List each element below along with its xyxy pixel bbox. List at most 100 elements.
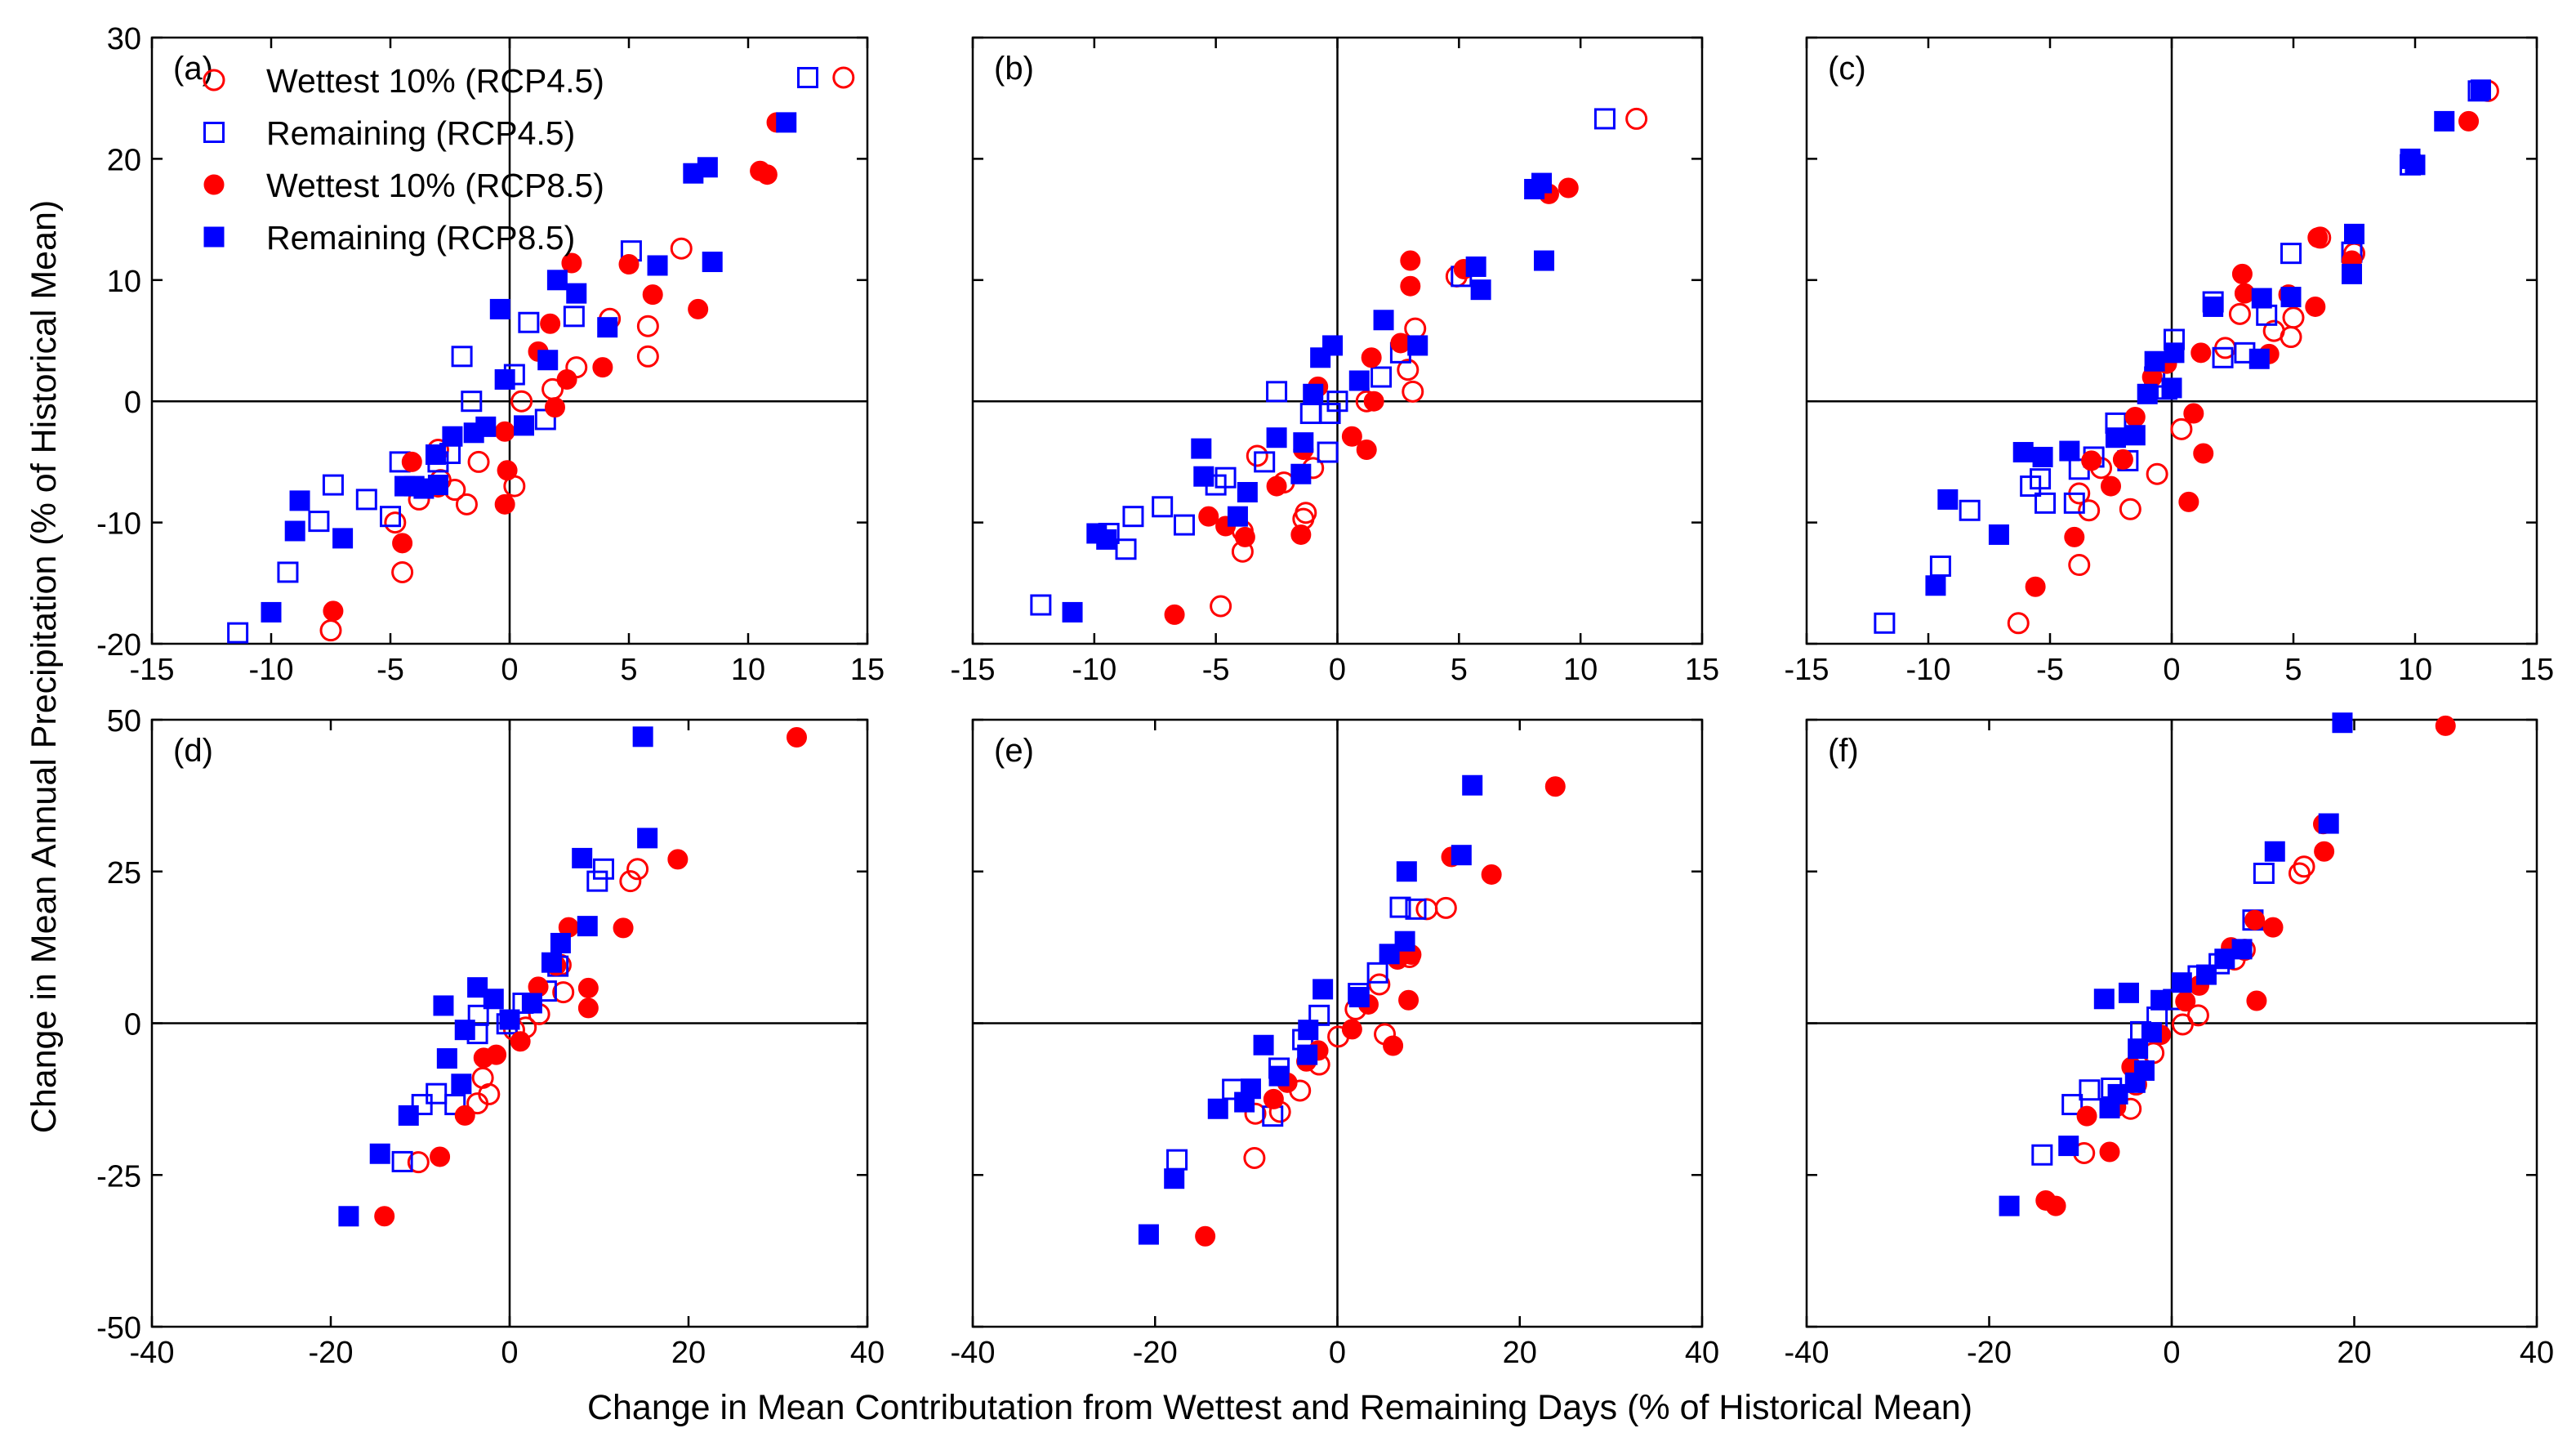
data-point [2146, 462, 2168, 485]
data-point [2063, 492, 2085, 514]
panel-b-xtick-label: -15 [951, 653, 996, 687]
panel-d-xtick-label: -40 [130, 1336, 175, 1370]
panel-c-xtick-label: -15 [1785, 653, 1829, 687]
data-point [1370, 366, 1393, 388]
data-point [1122, 506, 1144, 528]
data-point [467, 977, 488, 998]
data-point [2035, 492, 2057, 514]
data-point [1086, 523, 1108, 544]
panel-f-xtick-label: 40 [2520, 1336, 2554, 1370]
data-point [2099, 1141, 2120, 1163]
data-point [626, 858, 649, 881]
data-point [1389, 896, 1411, 918]
panel-d-label: (d) [173, 733, 213, 769]
data-point [401, 451, 422, 472]
data-point [688, 298, 709, 319]
data-point [1243, 1146, 1266, 1169]
data-point [1363, 391, 1384, 412]
data-point [499, 1009, 520, 1030]
data-point [2305, 296, 2326, 317]
data-point [2244, 909, 2266, 931]
data-point [2068, 554, 2091, 577]
data-point [1030, 594, 1052, 616]
x-axis-label: Change in Mean Contributation from Wette… [587, 1388, 1972, 1427]
data-point [667, 849, 689, 870]
data-point [1988, 524, 2009, 545]
data-point [332, 528, 354, 549]
data-point [1593, 108, 1616, 130]
panel-a-ytick-label: 0 [124, 386, 141, 420]
data-point [1874, 612, 1896, 634]
data-point [2195, 964, 2217, 985]
data-point [1356, 440, 1377, 461]
data-point [374, 1206, 395, 1227]
data-point [2253, 862, 2275, 884]
data-point [466, 1092, 489, 1115]
panel-a-label: (a) [173, 51, 213, 87]
data-point [2344, 223, 2364, 244]
data-point [391, 560, 414, 583]
data-point [540, 313, 561, 334]
data-point [2007, 612, 2030, 635]
data-point [1234, 1091, 1255, 1113]
data-point [586, 870, 608, 892]
panel-c-xtick-label: 15 [2520, 653, 2554, 687]
panel-a-ytick-label: 30 [107, 22, 141, 56]
panel-f: -40 -20 0 20 40 (f) [1785, 712, 2554, 1370]
data-point [1290, 524, 1312, 545]
legend-label: Wettest 10% (RCP8.5) [266, 167, 604, 204]
data-point [577, 977, 599, 998]
panel-d-xtick-label: -20 [309, 1336, 354, 1370]
data-point [497, 460, 518, 481]
panel-b-series [1062, 172, 1555, 623]
data-point [2246, 990, 2267, 1011]
data-point [407, 1151, 430, 1174]
data-point [2118, 982, 2139, 1003]
data-point [2079, 1079, 2101, 1101]
data-point [1368, 973, 1391, 996]
data-point [2212, 346, 2234, 368]
data-point [1253, 1034, 1274, 1055]
data-point [546, 270, 568, 291]
data-point [1313, 979, 1334, 1000]
data-point [2171, 1013, 2194, 1036]
data-point [797, 66, 818, 88]
data-point [2045, 1195, 2066, 1216]
legend-marker [203, 226, 225, 248]
panel-c-xtick-label: 0 [2163, 653, 2180, 687]
data-point [2128, 1038, 2149, 1060]
legend-label: Remaining (RCP4.5) [266, 114, 575, 152]
data-point [1164, 604, 1185, 625]
data-point [463, 422, 484, 444]
data-point [2288, 862, 2311, 885]
data-point [1390, 332, 1411, 354]
data-point [2124, 425, 2146, 446]
data-point [1394, 931, 1415, 952]
panel-e-series [1243, 896, 1457, 1169]
panel-c-xtick-label: 10 [2398, 653, 2432, 687]
panel-b: -15 -10 -5 0 5 10 15 (b) [951, 36, 1719, 687]
data-point [619, 870, 642, 893]
panel-c-xtick-label: 5 [2284, 653, 2302, 687]
data-point [683, 163, 704, 184]
data-point [2332, 712, 2353, 734]
data-point [2161, 377, 2182, 399]
data-point [563, 306, 585, 328]
data-point [277, 561, 299, 583]
data-point [2059, 440, 2080, 462]
data-point [541, 952, 562, 973]
data-point [1400, 275, 1421, 297]
data-point [461, 391, 483, 413]
data-point [1481, 864, 1502, 885]
data-point [2133, 1060, 2155, 1081]
data-point [552, 981, 575, 1004]
data-point [1297, 1044, 1318, 1065]
data-point [1398, 989, 1419, 1011]
data-point [647, 255, 668, 276]
panel-e-label: (e) [994, 733, 1034, 769]
data-point [1266, 427, 1287, 449]
panel-c-series [1925, 79, 2491, 596]
data-point [2404, 154, 2426, 176]
data-point [1465, 256, 1486, 277]
